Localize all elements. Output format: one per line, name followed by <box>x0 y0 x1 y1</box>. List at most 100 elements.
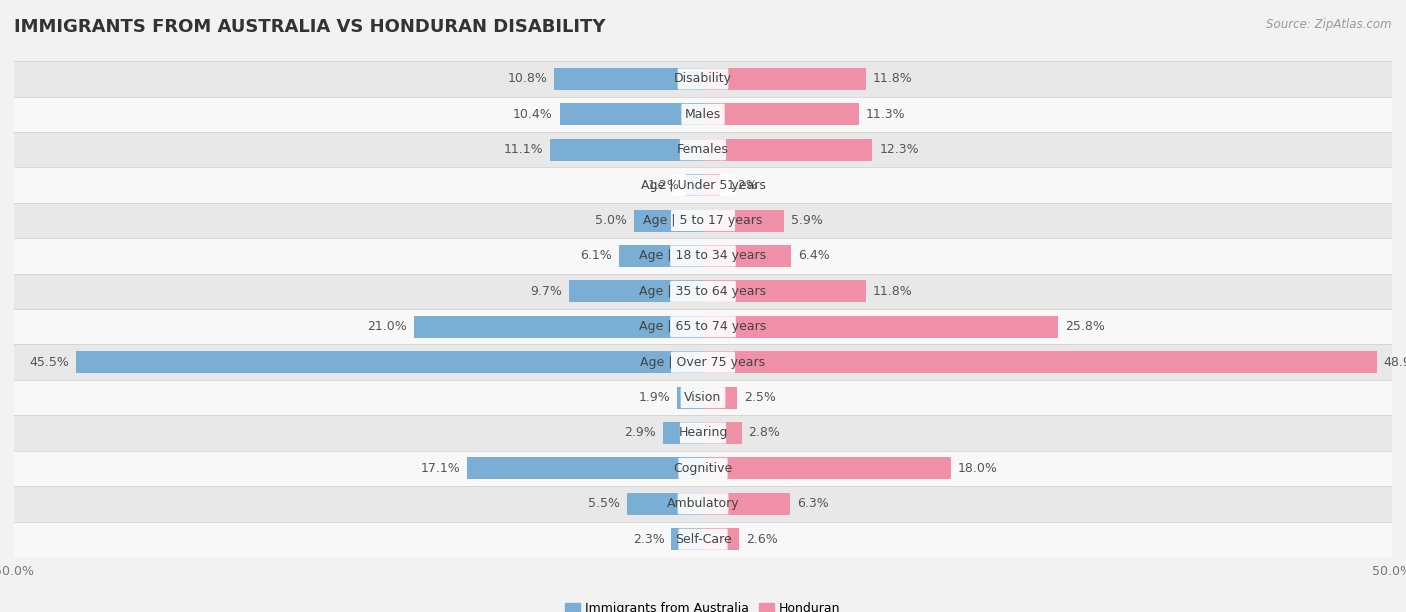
Text: 11.1%: 11.1% <box>503 143 543 156</box>
Text: 5.0%: 5.0% <box>595 214 627 227</box>
Bar <box>14 380 1392 416</box>
Text: Source: ZipAtlas.com: Source: ZipAtlas.com <box>1267 18 1392 31</box>
FancyBboxPatch shape <box>682 104 724 125</box>
Bar <box>14 97 1392 132</box>
Bar <box>664 422 703 444</box>
Bar <box>703 245 792 267</box>
Text: Males: Males <box>685 108 721 121</box>
Text: 2.9%: 2.9% <box>624 427 657 439</box>
Bar <box>703 387 738 409</box>
Text: 45.5%: 45.5% <box>30 356 69 368</box>
Text: Females: Females <box>678 143 728 156</box>
Bar <box>14 309 1392 345</box>
Bar <box>703 103 859 125</box>
Text: Age | 35 to 64 years: Age | 35 to 64 years <box>640 285 766 298</box>
FancyBboxPatch shape <box>671 281 735 302</box>
Bar <box>703 209 785 231</box>
Text: 10.8%: 10.8% <box>508 72 547 86</box>
Text: 5.9%: 5.9% <box>792 214 823 227</box>
Text: 2.6%: 2.6% <box>745 532 778 546</box>
FancyBboxPatch shape <box>681 387 725 408</box>
Text: 1.2%: 1.2% <box>727 179 758 192</box>
Text: 21.0%: 21.0% <box>367 320 406 334</box>
Legend: Immigrants from Australia, Honduran: Immigrants from Australia, Honduran <box>565 602 841 612</box>
Text: 25.8%: 25.8% <box>1066 320 1105 334</box>
Bar <box>14 132 1392 168</box>
Bar <box>569 280 703 302</box>
Text: 1.9%: 1.9% <box>638 391 669 404</box>
Text: 17.1%: 17.1% <box>420 462 461 475</box>
Bar <box>703 139 873 161</box>
Text: 2.3%: 2.3% <box>633 532 665 546</box>
FancyBboxPatch shape <box>671 245 735 266</box>
Bar <box>703 493 790 515</box>
Bar <box>14 203 1392 238</box>
Bar <box>413 316 703 338</box>
Bar <box>627 493 703 515</box>
Bar <box>703 68 866 90</box>
Text: 2.8%: 2.8% <box>748 427 780 439</box>
Text: Age | Under 5 years: Age | Under 5 years <box>641 179 765 192</box>
Text: 6.3%: 6.3% <box>797 498 828 510</box>
Text: 2.5%: 2.5% <box>744 391 776 404</box>
Bar <box>703 351 1376 373</box>
FancyBboxPatch shape <box>671 174 735 196</box>
Bar <box>703 174 720 196</box>
Text: 11.8%: 11.8% <box>873 285 912 298</box>
Text: Age | 65 to 74 years: Age | 65 to 74 years <box>640 320 766 334</box>
Text: 9.7%: 9.7% <box>530 285 562 298</box>
Bar <box>14 345 1392 380</box>
Bar <box>14 274 1392 309</box>
Bar <box>14 450 1392 486</box>
Bar <box>560 103 703 125</box>
Text: Disability: Disability <box>673 72 733 86</box>
FancyBboxPatch shape <box>671 316 735 337</box>
Text: 6.1%: 6.1% <box>581 250 612 263</box>
FancyBboxPatch shape <box>678 69 728 89</box>
Bar <box>76 351 703 373</box>
Bar <box>550 139 703 161</box>
Bar <box>14 61 1392 97</box>
Text: Cognitive: Cognitive <box>673 462 733 475</box>
Bar <box>703 528 738 550</box>
Text: 48.9%: 48.9% <box>1384 356 1406 368</box>
FancyBboxPatch shape <box>671 210 735 231</box>
Text: Age | Over 75 years: Age | Over 75 years <box>641 356 765 368</box>
FancyBboxPatch shape <box>681 422 725 444</box>
Text: 18.0%: 18.0% <box>957 462 998 475</box>
Bar <box>14 168 1392 203</box>
Text: 1.2%: 1.2% <box>648 179 679 192</box>
FancyBboxPatch shape <box>678 493 728 514</box>
Text: Age | 18 to 34 years: Age | 18 to 34 years <box>640 250 766 263</box>
Bar <box>676 387 703 409</box>
FancyBboxPatch shape <box>678 529 728 550</box>
Text: Self-Care: Self-Care <box>675 532 731 546</box>
Text: 11.3%: 11.3% <box>866 108 905 121</box>
Text: 12.3%: 12.3% <box>879 143 920 156</box>
Bar <box>467 457 703 479</box>
Text: 10.4%: 10.4% <box>513 108 553 121</box>
FancyBboxPatch shape <box>671 352 735 373</box>
Text: Ambulatory: Ambulatory <box>666 498 740 510</box>
Bar <box>686 174 703 196</box>
Bar <box>634 209 703 231</box>
Bar <box>14 486 1392 521</box>
Text: IMMIGRANTS FROM AUSTRALIA VS HONDURAN DISABILITY: IMMIGRANTS FROM AUSTRALIA VS HONDURAN DI… <box>14 18 606 36</box>
Bar <box>619 245 703 267</box>
Text: 6.4%: 6.4% <box>799 250 830 263</box>
Bar <box>703 422 741 444</box>
Bar <box>703 280 866 302</box>
Text: Age | 5 to 17 years: Age | 5 to 17 years <box>644 214 762 227</box>
Text: Vision: Vision <box>685 391 721 404</box>
Bar <box>703 316 1059 338</box>
Text: 11.8%: 11.8% <box>873 72 912 86</box>
Bar <box>14 416 1392 450</box>
FancyBboxPatch shape <box>681 139 725 160</box>
Text: 5.5%: 5.5% <box>588 498 620 510</box>
Bar <box>703 457 950 479</box>
Bar <box>671 528 703 550</box>
Bar <box>554 68 703 90</box>
Bar <box>14 238 1392 274</box>
FancyBboxPatch shape <box>678 458 728 479</box>
Text: Hearing: Hearing <box>678 427 728 439</box>
